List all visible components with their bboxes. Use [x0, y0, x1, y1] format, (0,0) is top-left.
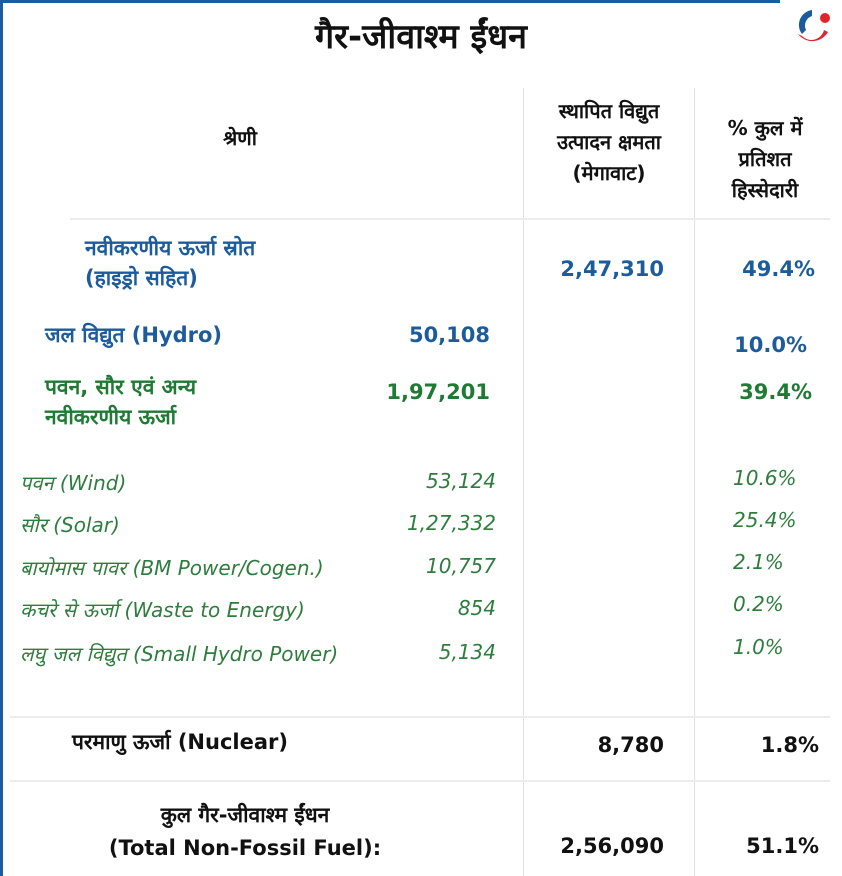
wind-solar-other-label-line: नवीकरणीय ऊर्जा	[45, 405, 177, 429]
header-share-line: प्रतिशत	[738, 147, 792, 171]
sub-row-share: 10.6%	[733, 466, 797, 490]
header-category: श्रेणी	[223, 126, 257, 150]
sub-row-label: सौर (Solar)	[20, 513, 120, 537]
renewable-capacity: 2,47,310	[560, 257, 664, 281]
header-share-line: हिस्सेदारी	[731, 178, 799, 202]
brand-logo-icon	[798, 10, 830, 42]
sub-row-label: बायोमास पावर (BM Power/Cogen.)	[20, 556, 324, 580]
sub-row-share: 25.4%	[733, 508, 797, 532]
sub-row-label: कचरे से ऊर्जा (Waste to Energy)	[20, 598, 305, 622]
wind-solar-other-capacity: 1,97,201	[386, 380, 490, 404]
frame-border-top	[0, 0, 780, 3]
sub-row-share: 0.2%	[733, 592, 784, 616]
sub-row-capacity: 10,757	[426, 554, 496, 578]
total-share: 51.1%	[746, 834, 819, 858]
frame-border-left	[0, 0, 3, 876]
row-divider	[10, 780, 830, 782]
sub-row-share: 1.0%	[733, 635, 784, 659]
header-share: % कुल में प्रतिशत हिस्सेदारी	[695, 113, 835, 206]
header-capacity-line: (मेगावाट)	[572, 161, 646, 185]
renewable-share: 49.4%	[742, 257, 815, 281]
nuclear-capacity: 8,780	[597, 733, 664, 757]
total-capacity: 2,56,090	[560, 834, 664, 858]
nuclear-label: परमाणु ऊर्जा (Nuclear)	[72, 730, 288, 754]
header-share-line: % कुल में	[727, 116, 803, 140]
row-divider	[10, 716, 830, 718]
column-divider	[694, 88, 695, 876]
nuclear-share: 1.8%	[760, 733, 819, 757]
total-label-line: (Total Non-Fossil Fuel):	[108, 836, 382, 860]
sub-row-capacity: 5,134	[438, 640, 496, 664]
header-capacity: स्थापित विद्युत उत्पादन क्षमता (मेगावाट)	[524, 96, 694, 189]
total-label-line: कुल गैर-जीवाश्म ईंधन	[160, 803, 330, 827]
total-label: कुल गैर-जीवाश्म ईंधन (Total Non-Fossil F…	[60, 799, 430, 865]
header-capacity-line: उत्पादन क्षमता	[557, 130, 661, 154]
wind-solar-other-label: पवन, सौर एवं अन्य नवीकरणीय ऊर्जा	[45, 372, 196, 432]
hydro-label: जल विद्युत (Hydro)	[45, 323, 223, 347]
sub-row-share: 2.1%	[733, 550, 784, 574]
hydro-capacity: 50,108	[408, 323, 490, 347]
page-title: गैर-जीवाश्म ईंधन	[315, 17, 527, 57]
hydro-share: 10.0%	[734, 333, 807, 357]
row-divider	[70, 218, 830, 220]
renewable-label-line: नवीकरणीय ऊर्जा स्रोत	[85, 236, 256, 260]
header-capacity-line: स्थापित विद्युत	[558, 99, 660, 123]
sub-row-capacity: 854	[457, 596, 496, 620]
sub-row-capacity: 1,27,332	[406, 511, 496, 535]
wind-solar-other-label-line: पवन, सौर एवं अन्य	[45, 375, 197, 399]
wind-solar-other-share: 39.4%	[739, 380, 812, 404]
sub-row-label: लघु जल विद्युत (Small Hydro Power)	[20, 642, 339, 666]
renewable-label-line: (हाइड्रो सहित)	[85, 266, 198, 290]
renewable-label: नवीकरणीय ऊर्जा स्रोत (हाइड्रो सहित)	[85, 233, 255, 293]
sub-row-capacity: 53,124	[426, 469, 496, 493]
sub-row-label: पवन (Wind)	[20, 471, 127, 495]
column-divider	[523, 88, 524, 876]
